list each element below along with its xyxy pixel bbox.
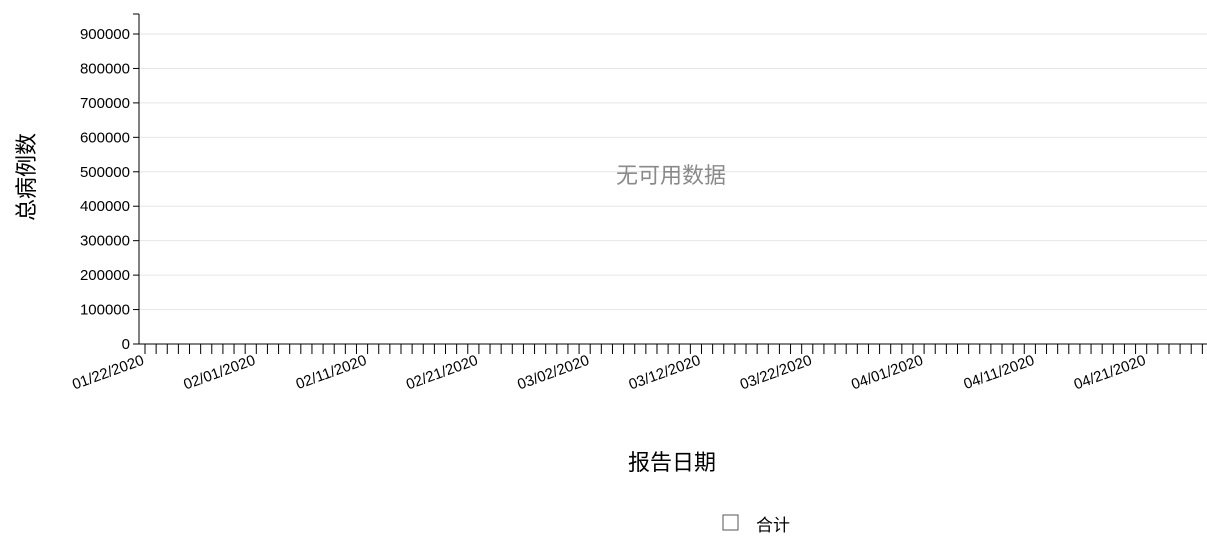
y-tick-label: 900000 xyxy=(80,26,130,43)
gridlines xyxy=(139,33,1207,311)
y-tick-label: 800000 xyxy=(80,60,130,77)
x-tick-label: 03/12/2020 xyxy=(627,352,703,394)
x-tick-label: 01/22/2020 xyxy=(70,352,146,394)
x-tick-label: 02/01/2020 xyxy=(181,352,257,394)
legend-swatch[interactable] xyxy=(722,514,739,531)
y-tick-label: 0 xyxy=(122,336,130,353)
x-tick-label: 02/11/2020 xyxy=(294,352,369,393)
x-tick-label: 03/02/2020 xyxy=(515,352,591,394)
y-tick-label: 500000 xyxy=(80,164,130,181)
y-tick-label: 400000 xyxy=(80,198,130,215)
legend-item-label[interactable]: 合计 xyxy=(756,516,790,536)
x-tick-label: 04/11/2020 xyxy=(961,352,1036,393)
y-tick-label: 100000 xyxy=(80,302,130,319)
legend[interactable]: 合计 xyxy=(722,514,790,536)
y-tick-label: 300000 xyxy=(80,233,130,250)
y-axis-title: 总病例数 xyxy=(15,133,40,221)
x-tick-label: 04/01/2020 xyxy=(849,352,925,394)
x-tick-label: 03/22/2020 xyxy=(738,352,814,394)
x-tick-label: 04/21/2020 xyxy=(1072,352,1148,394)
x-axis: 01/22/2020 02/01/2020 02/11/2020 02/21/2020… xyxy=(70,343,1207,394)
x-axis-title: 报告日期 xyxy=(628,451,716,476)
y-tick-label: 200000 xyxy=(80,267,130,284)
no-data-message: 无可用数据 xyxy=(616,164,726,189)
y-tick-label: 700000 xyxy=(80,95,130,112)
x-tick-label: 02/21/2020 xyxy=(404,352,480,394)
y-tick-label: 600000 xyxy=(80,129,130,146)
y-axis: 0 100000 200000 300000 400000 500000 600000 700… xyxy=(80,13,140,353)
